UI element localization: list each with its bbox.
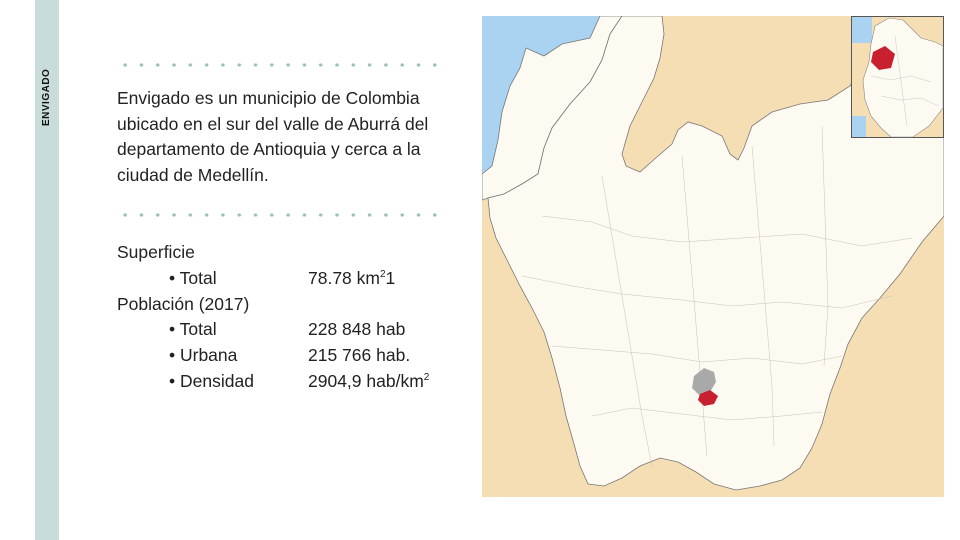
inset-sea-north <box>852 17 872 43</box>
surface-heading-row: Superficie <box>117 240 467 266</box>
map-envigado-highlight <box>698 390 718 406</box>
population-urban-row: • Urbana 215 766 hab. <box>117 343 467 369</box>
dotted-divider-bottom <box>117 212 447 218</box>
map-metro-area <box>692 368 716 396</box>
population-heading: Población (2017) <box>117 293 250 314</box>
surface-total-number: 78.78 km <box>308 267 380 288</box>
map-sea <box>482 16 600 174</box>
surface-total-note: 1 <box>385 267 396 288</box>
description: Envigado es un municipio de Colombia ubi… <box>117 86 467 188</box>
surface-total-value: 78.78 km21 <box>308 266 395 292</box>
population-total-label: • Total <box>169 319 217 340</box>
colombia-inset-map <box>851 16 944 138</box>
population-density-number: 2904,9 hab/km <box>308 370 424 391</box>
population-total-row: • Total 228 848 hab <box>117 317 467 343</box>
population-density-sup: 2 <box>423 371 430 383</box>
surface-total-sup: 2 <box>379 268 386 280</box>
facts-list: Superficie • Total 78.78 km21 Población … <box>117 240 467 395</box>
population-density-value: 2904,9 hab/km2 <box>308 369 429 395</box>
description-text: es un municipio de Colombia ubicado en e… <box>117 88 429 185</box>
surface-total-label: • Total <box>169 267 217 288</box>
description-subject: Envigado <box>117 88 190 108</box>
surface-heading: Superficie <box>117 242 195 262</box>
side-band <box>35 0 59 540</box>
inset-antioquia-highlight <box>871 46 895 70</box>
population-density-row: • Densidad 2904,9 hab/km2 <box>117 369 467 395</box>
population-density-label: • Densidad <box>169 370 254 391</box>
dotted-divider-top <box>117 62 447 68</box>
antioquia-map <box>482 16 944 497</box>
population-urban-label: • Urbana <box>169 345 238 366</box>
inset-department-borders <box>870 35 940 127</box>
map-municipal-borders <box>521 125 913 467</box>
side-label-text: ENVIGADO <box>41 68 52 126</box>
population-urban-value: 215 766 hab. <box>308 345 411 366</box>
surface-total-row: • Total 78.78 km21 <box>117 266 467 292</box>
population-heading-row: Población (2017) <box>117 292 467 318</box>
inset-sea-south <box>852 116 866 137</box>
population-total-value: 228 848 hab <box>308 319 406 340</box>
